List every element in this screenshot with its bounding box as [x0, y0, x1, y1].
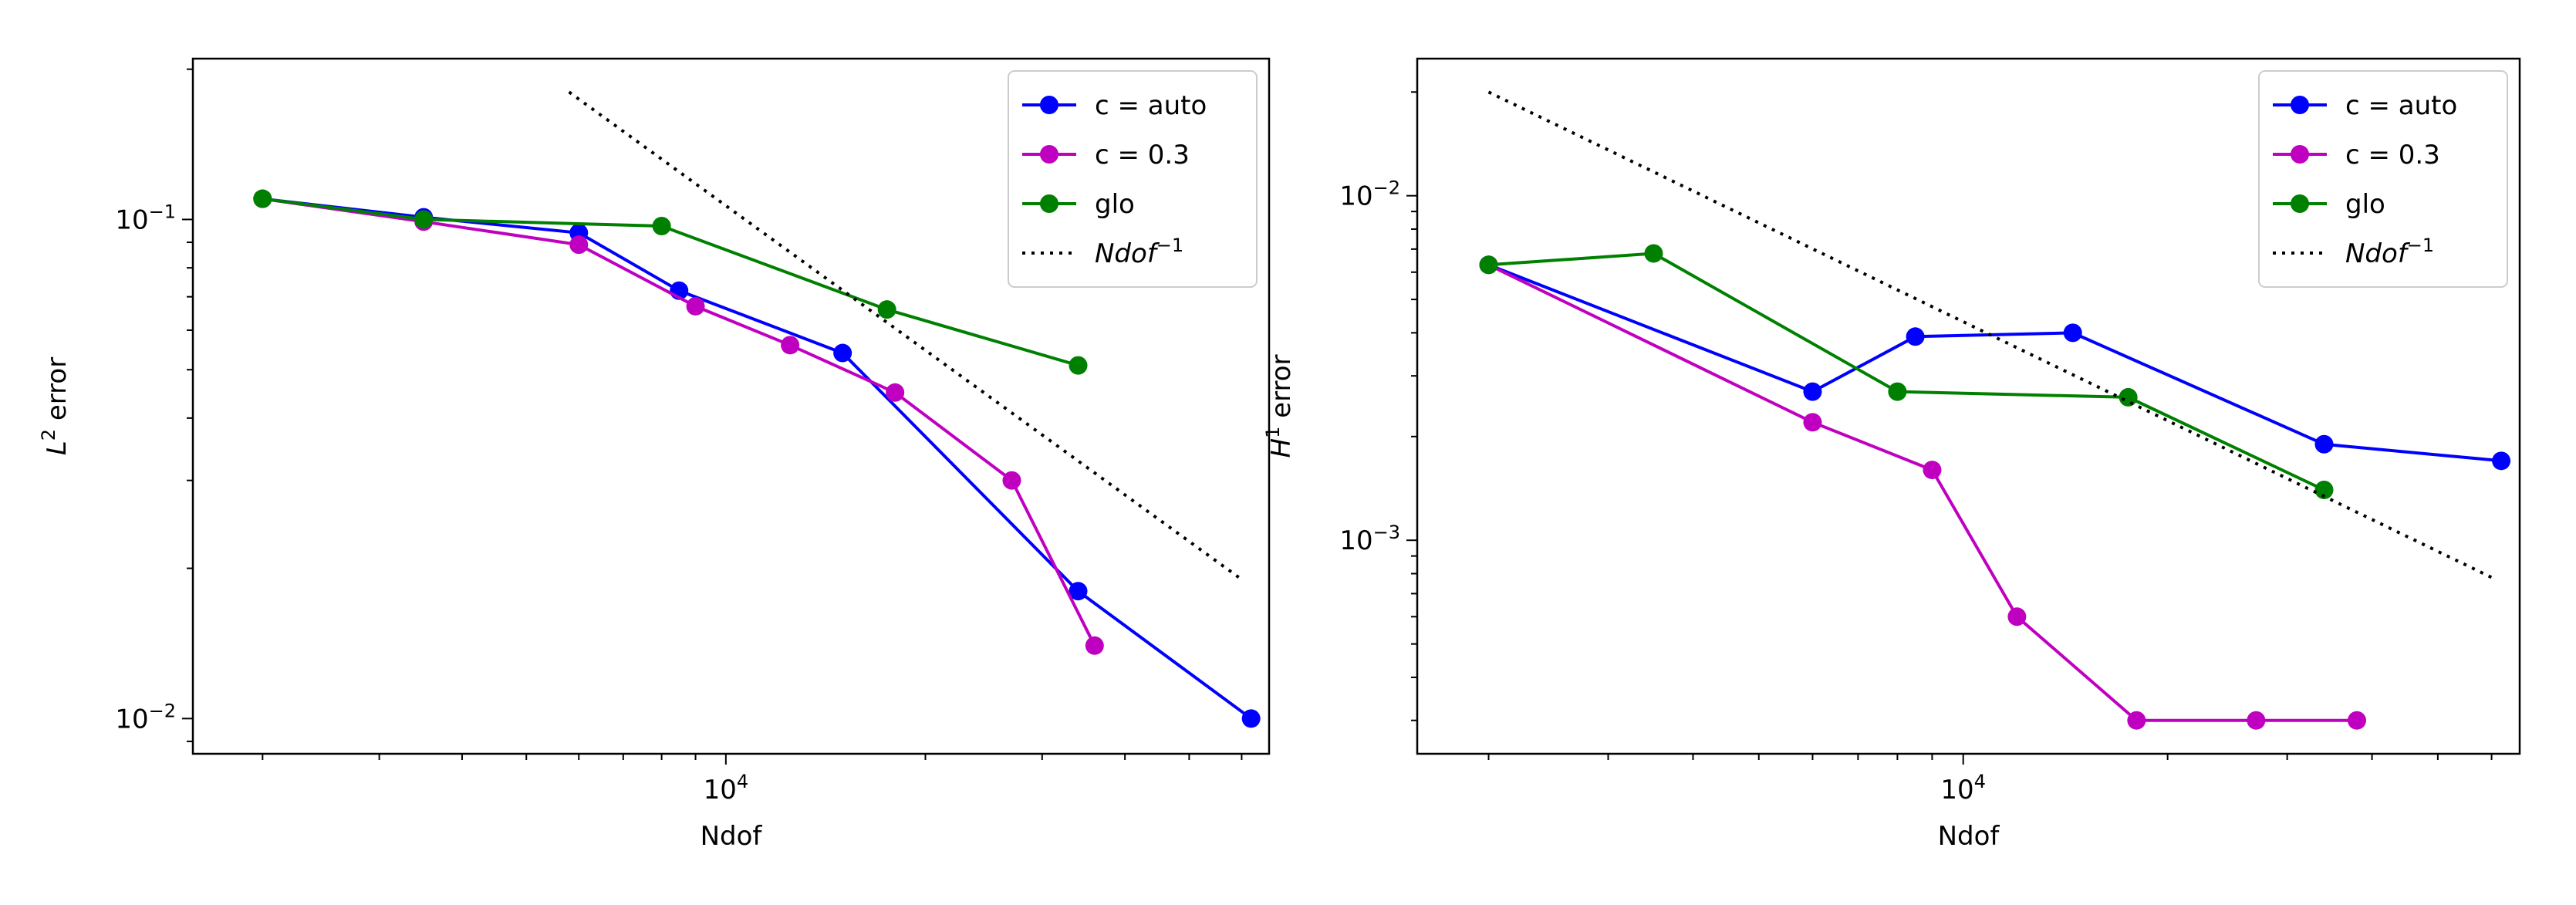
plot-data: [1479, 90, 2511, 730]
data-point: [1002, 471, 1021, 490]
legend: c = auto c = 0.3 glo Ndof−1: [1008, 70, 1258, 288]
y-axis-label: H1 error: [1262, 354, 1297, 458]
x-tick-label: 104: [1940, 771, 1986, 805]
x-axis-label: Ndof: [1938, 821, 2000, 852]
plot-frame: [1416, 57, 2521, 755]
x-axis-label: Ndof: [701, 821, 763, 852]
y-tick-label: 10−3: [1339, 522, 1400, 556]
y-tick-label: 10−1: [115, 201, 176, 235]
legend-swatch-marker: [2291, 145, 2309, 164]
data-point: [1923, 461, 1942, 480]
data-point: [1241, 709, 1261, 728]
series-line-2: [262, 197, 1096, 647]
legend-swatch-marker: [1040, 145, 1058, 164]
legend-entry-label: c = auto: [2345, 90, 2457, 121]
legend-entry-label: Ndof−1: [1095, 235, 1183, 269]
data-point: [2063, 323, 2082, 343]
data-point: [253, 189, 272, 208]
data-point: [1085, 636, 1104, 655]
legend-swatch-marker: [1040, 194, 1058, 213]
legend-swatch-marker: [2291, 194, 2309, 213]
x-tick-label: 104: [704, 771, 749, 805]
plot-frame: [191, 57, 1271, 755]
legend-entry-label: Ndof−1: [2345, 235, 2434, 269]
legend-entry-label: c = auto: [1095, 90, 1207, 121]
data-point: [2492, 451, 2511, 471]
series-line-reference: [1487, 90, 2493, 579]
data-point: [1803, 413, 1822, 432]
data-point: [2127, 711, 2146, 730]
y-axis-label: L2 error: [38, 357, 73, 455]
data-point: [686, 296, 705, 316]
data-point: [1906, 327, 1925, 346]
data-point: [652, 217, 671, 236]
data-point: [1888, 382, 1907, 401]
data-point: [1069, 582, 1088, 601]
data-point: [877, 300, 896, 319]
data-point: [2314, 434, 2334, 454]
data-point: [886, 383, 905, 402]
chart-panel-2: 104 10−2 10−3 Ndof H1 error c = auto c = 0.3 gl…: [1262, 57, 2521, 852]
data-point: [569, 235, 589, 255]
legend: c = auto c = 0.3 glo Ndof−1: [2258, 70, 2508, 288]
legend-entry-label: c = 0.3: [2345, 140, 2440, 171]
legend-swatch-marker: [2291, 96, 2309, 114]
data-point: [2007, 607, 2027, 626]
data-point: [833, 343, 852, 363]
legend-box: [1008, 70, 1258, 288]
plot-data: [253, 90, 1261, 728]
data-point: [2314, 480, 2334, 499]
chart-panel-1: 104 10−1 10−2 Ndof L2 error c = auto c = 0.3 gl…: [38, 57, 1271, 852]
y-tick-label: 10−2: [1339, 177, 1400, 212]
data-point: [2119, 387, 2138, 407]
series-line-1: [1487, 263, 2502, 463]
data-point: [1069, 356, 1088, 375]
legend-entry-label: glo: [1095, 189, 1135, 220]
data-point: [1479, 255, 1498, 275]
data-point: [1803, 382, 1822, 401]
y-tick-label: 10−2: [115, 700, 176, 734]
legend-box: [2258, 70, 2508, 288]
data-point: [414, 210, 434, 229]
data-point: [2347, 711, 2366, 730]
legend-entry-label: c = 0.3: [1095, 140, 1190, 171]
legend-entry-label: glo: [2345, 189, 2385, 220]
legend-swatch-marker: [1040, 96, 1058, 114]
data-point: [1644, 244, 1663, 263]
data-point: [781, 336, 800, 355]
data-point: [2247, 711, 2266, 730]
